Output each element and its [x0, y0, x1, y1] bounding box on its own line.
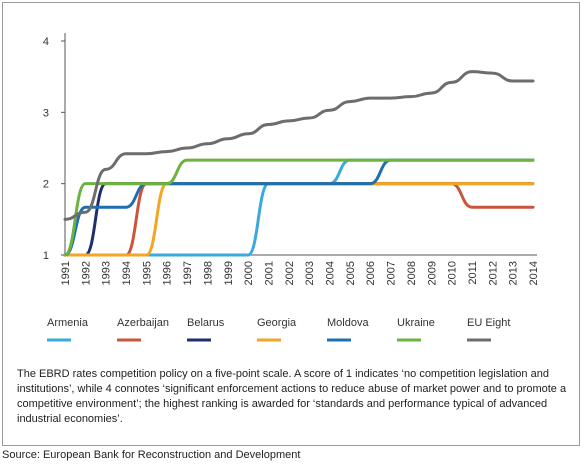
- x-tick-label: 2010: [447, 261, 459, 285]
- y-tick-label: 4: [43, 36, 49, 48]
- legend-label-ukraine: Ukraine: [397, 317, 435, 329]
- x-tick-label: 1994: [121, 261, 133, 285]
- series-line-eu-eight: [63, 70, 535, 221]
- x-tick-label: 2001: [263, 261, 275, 285]
- series-line-ukraine: [63, 158, 535, 257]
- x-tick-label: 1992: [80, 261, 92, 285]
- x-tick-label: 2006: [365, 261, 377, 285]
- legend-label-armenia: Armenia: [47, 317, 89, 329]
- x-tick-label: 1996: [162, 261, 174, 285]
- x-tick-label: 2004: [325, 261, 337, 285]
- x-tick-label: 2007: [386, 261, 398, 285]
- x-tick-label: 2014: [528, 261, 540, 285]
- legend-label-moldova: Moldova: [327, 317, 369, 329]
- chart-note: The EBRD rates competition policy on a f…: [17, 368, 567, 425]
- x-tick-label: 2013: [508, 261, 520, 285]
- x-tick-label: 1995: [141, 261, 153, 285]
- legend-label-georgia: Georgia: [257, 317, 297, 329]
- legend-label-belarus: Belarus: [187, 317, 225, 329]
- x-tick-label: 2008: [406, 261, 418, 285]
- x-tick-label: 1993: [101, 261, 113, 285]
- series-line-armenia: [63, 158, 535, 257]
- x-tick-label: 2011: [467, 261, 479, 285]
- x-tick-label: 1998: [202, 261, 214, 285]
- legend-label-azerbaijan: Azerbaijan: [117, 317, 169, 329]
- series-line-moldova: [63, 158, 535, 257]
- x-tick-label: 2000: [243, 261, 255, 285]
- x-tick-label: 2012: [487, 261, 499, 285]
- line-chart: 1 2 3 4 1991 1992 1993 1994 1995 1996 1997 1998 1999…: [43, 33, 540, 342]
- figure-frame: 1 2 3 4 1991 1992 1993 1994 1995 1996 1997 1998 1999…: [2, 2, 580, 446]
- x-tick-label: 1999: [223, 261, 235, 285]
- x-tick-label: 1991: [60, 261, 72, 285]
- x-tick-label: 2002: [284, 261, 296, 285]
- x-tick-label: 1997: [182, 261, 194, 285]
- x-tick-label: 2003: [304, 261, 316, 285]
- source-caption: Source: European Bank for Reconstruction…: [2, 449, 301, 461]
- y-tick-label: 3: [43, 107, 49, 119]
- x-tick-label: 2009: [426, 261, 438, 285]
- x-tick-label: 2005: [345, 261, 357, 285]
- legend-label-eu-eight: EU Eight: [467, 317, 510, 329]
- y-tick-label: 1: [43, 250, 49, 262]
- y-tick-label: 2: [43, 179, 49, 191]
